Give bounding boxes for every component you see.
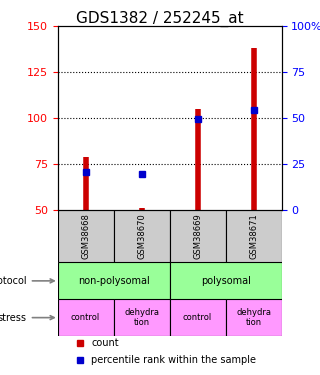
Text: dehydra
tion: dehydra tion	[124, 308, 159, 327]
Text: GDS1382 / 252245_at: GDS1382 / 252245_at	[76, 11, 244, 27]
Text: GSM38671: GSM38671	[249, 213, 258, 259]
FancyBboxPatch shape	[58, 299, 114, 336]
Text: GSM38668: GSM38668	[81, 213, 90, 259]
Text: control: control	[183, 313, 212, 322]
FancyBboxPatch shape	[226, 299, 282, 336]
Text: control: control	[71, 313, 100, 322]
Text: GSM38669: GSM38669	[193, 213, 202, 259]
FancyBboxPatch shape	[58, 262, 170, 299]
FancyBboxPatch shape	[114, 210, 170, 262]
Text: GSM38670: GSM38670	[137, 213, 146, 259]
FancyBboxPatch shape	[170, 299, 226, 336]
Text: polysomal: polysomal	[201, 276, 251, 286]
FancyBboxPatch shape	[170, 262, 282, 299]
Text: stress: stress	[0, 313, 54, 322]
FancyBboxPatch shape	[170, 210, 226, 262]
Text: non-polysomal: non-polysomal	[78, 276, 149, 286]
FancyBboxPatch shape	[114, 299, 170, 336]
Text: percentile rank within the sample: percentile rank within the sample	[91, 355, 256, 364]
Text: dehydra
tion: dehydra tion	[236, 308, 271, 327]
FancyBboxPatch shape	[58, 210, 114, 262]
Text: protocol: protocol	[0, 276, 54, 286]
Text: count: count	[91, 338, 119, 348]
FancyBboxPatch shape	[226, 210, 282, 262]
